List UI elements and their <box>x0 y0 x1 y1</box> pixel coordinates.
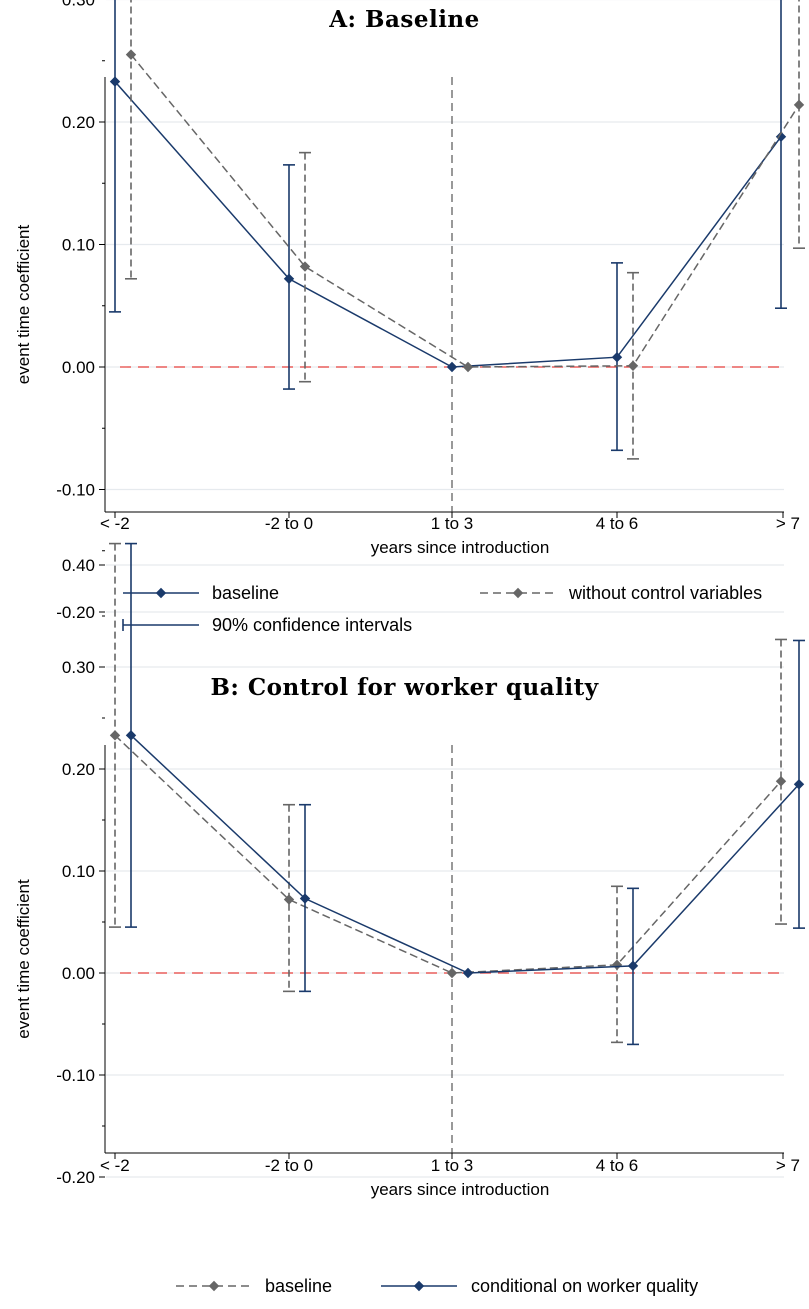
y-axis-label: event time coefficient <box>14 225 33 385</box>
legend-label: baseline <box>212 583 279 603</box>
y-tick-label: 0.00 <box>62 964 95 983</box>
y-tick-label: -0.20 <box>56 1168 95 1187</box>
panel-a: A: Baseline 0.40 0.30 0.20 0.10 0.00 -0.10 -0.2… <box>14 0 805 635</box>
data-point <box>611 352 623 363</box>
y-axis-label: event time coefficient <box>14 879 33 1039</box>
x-tick-label: > 7 <box>776 1156 800 1175</box>
y-tick-label: 0.20 <box>62 760 95 779</box>
data-point <box>446 967 458 979</box>
y-tick-label: 0.30 <box>62 0 95 10</box>
y-tick-label: -0.10 <box>56 481 95 500</box>
data-point <box>109 730 121 741</box>
data-point <box>109 76 121 87</box>
series-1 <box>125 0 805 460</box>
x-tick-label: > 7 <box>776 514 800 533</box>
legend-label: without control variables <box>568 583 762 603</box>
data-point <box>793 99 805 111</box>
series-line <box>114 734 782 974</box>
data-point <box>283 894 295 905</box>
data-point <box>627 360 639 371</box>
y-tick-label: 0.10 <box>62 236 95 255</box>
series-line <box>130 734 800 974</box>
series-0 <box>109 542 787 1044</box>
y-tick-label: 0.00 <box>62 358 95 377</box>
y-tick-label: -0.20 <box>56 603 95 622</box>
y-tick-label: 0.20 <box>62 113 95 132</box>
y-tick-label: -0.10 <box>56 1066 95 1085</box>
data-point <box>611 959 623 971</box>
data-point <box>775 131 787 142</box>
data-point <box>125 49 137 60</box>
x-tick-label: 1 to 3 <box>431 514 474 533</box>
legend-marker <box>208 1280 220 1292</box>
legend-label: 90% confidence intervals <box>212 615 412 635</box>
x-tick-label: -2 to 0 <box>265 1156 313 1175</box>
data-point <box>299 893 311 904</box>
x-tick-label: 1 to 3 <box>431 1156 474 1175</box>
y-tick-label: 0.10 <box>62 862 95 881</box>
legend-marker <box>413 1280 425 1292</box>
legend: baseline without control variables 90% con… <box>122 583 762 635</box>
x-tick-label: < -2 <box>100 514 130 533</box>
data-point <box>775 776 787 787</box>
data-point <box>125 730 137 741</box>
series-1 <box>125 542 805 1046</box>
data-point <box>283 273 295 284</box>
x-axis-label: years since introduction <box>371 1180 550 1199</box>
x-tick-label: 4 to 6 <box>596 1156 639 1175</box>
data-point <box>627 960 639 972</box>
legend-marker <box>155 587 167 599</box>
series-0 <box>109 0 787 452</box>
chart-title: B: Control for worker quality <box>210 674 598 701</box>
data-point <box>446 361 458 373</box>
legend-marker <box>512 587 524 599</box>
legend-label: conditional on worker quality <box>471 1276 698 1296</box>
x-axis-label: years since introduction <box>371 538 550 557</box>
x-tick-label: -2 to 0 <box>265 514 313 533</box>
legend: baseline conditional on worker quality <box>176 1276 698 1296</box>
legend-label: baseline <box>265 1276 332 1296</box>
chart-title: A: Baseline <box>328 6 480 33</box>
data-point <box>462 361 474 373</box>
y-tick-label: 0.30 <box>62 658 95 677</box>
x-tick-label: < -2 <box>100 1156 130 1175</box>
panel-b: B: Control for worker quality 0.40 0.30 0.2… <box>14 542 805 1296</box>
data-point <box>299 261 311 272</box>
x-tick-label: 4 to 6 <box>596 514 639 533</box>
series-line <box>114 81 782 368</box>
data-point <box>793 779 805 790</box>
y-tick-label: 0.40 <box>62 556 95 575</box>
data-point <box>462 967 474 979</box>
series-line <box>130 54 800 368</box>
